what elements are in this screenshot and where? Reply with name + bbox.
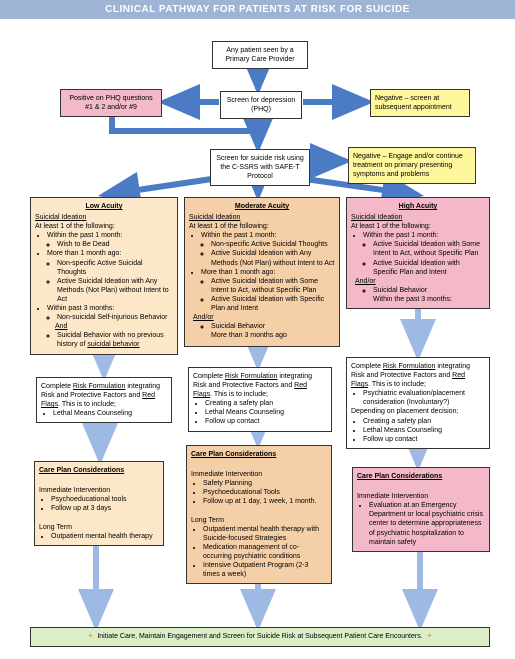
star-icon: ✦ <box>427 633 433 640</box>
node-moderate-acuity: Moderate Acuity Suicidal Ideation At lea… <box>184 197 340 347</box>
node-low-acuity: Low Acuity Suicidal Ideation At least 1 … <box>30 197 178 355</box>
node-screen-depression: Screen for depression (PHQ) <box>220 91 302 119</box>
node-high-acuity: High Acuity Suicidal Ideation At least 1… <box>346 197 490 309</box>
page-title: CLINICAL PATHWAY FOR PATIENTS AT RISK FO… <box>0 0 515 19</box>
node-rf-mod: Complete Risk Formulation integrating Ri… <box>188 367 332 432</box>
node-negative-1: Negative – screen at subsequent appointm… <box>370 89 470 117</box>
node-final: ✦ Initiate Care, Maintain Engagement and… <box>30 627 490 647</box>
star-icon: ✦ <box>88 633 94 640</box>
low-title: Low Acuity <box>35 202 173 211</box>
node-cp-mod: Care Plan Considerations Immediate Inter… <box>186 445 332 584</box>
flowchart-canvas: Any patient seen by a Primary Care Provi… <box>0 19 515 659</box>
node-cp-high: Care Plan Considerations Immediate Inter… <box>352 467 490 552</box>
node-start: Any patient seen by a Primary Care Provi… <box>212 41 308 69</box>
node-rf-high: Complete Risk Formulation integrating Ri… <box>346 357 490 449</box>
node-cp-low: Care Plan Considerations Immediate Inter… <box>34 461 164 546</box>
node-screen-risk: Screen for suicide risk using the C-SSRS… <box>210 149 310 186</box>
node-rf-low: Complete Risk Formulation integrating Ri… <box>36 377 172 423</box>
node-phq-positive: Positive on PHQ questions #1 & 2 and/or … <box>60 89 162 117</box>
node-negative-2: Negative – Engage and/or continue treatm… <box>348 147 476 184</box>
